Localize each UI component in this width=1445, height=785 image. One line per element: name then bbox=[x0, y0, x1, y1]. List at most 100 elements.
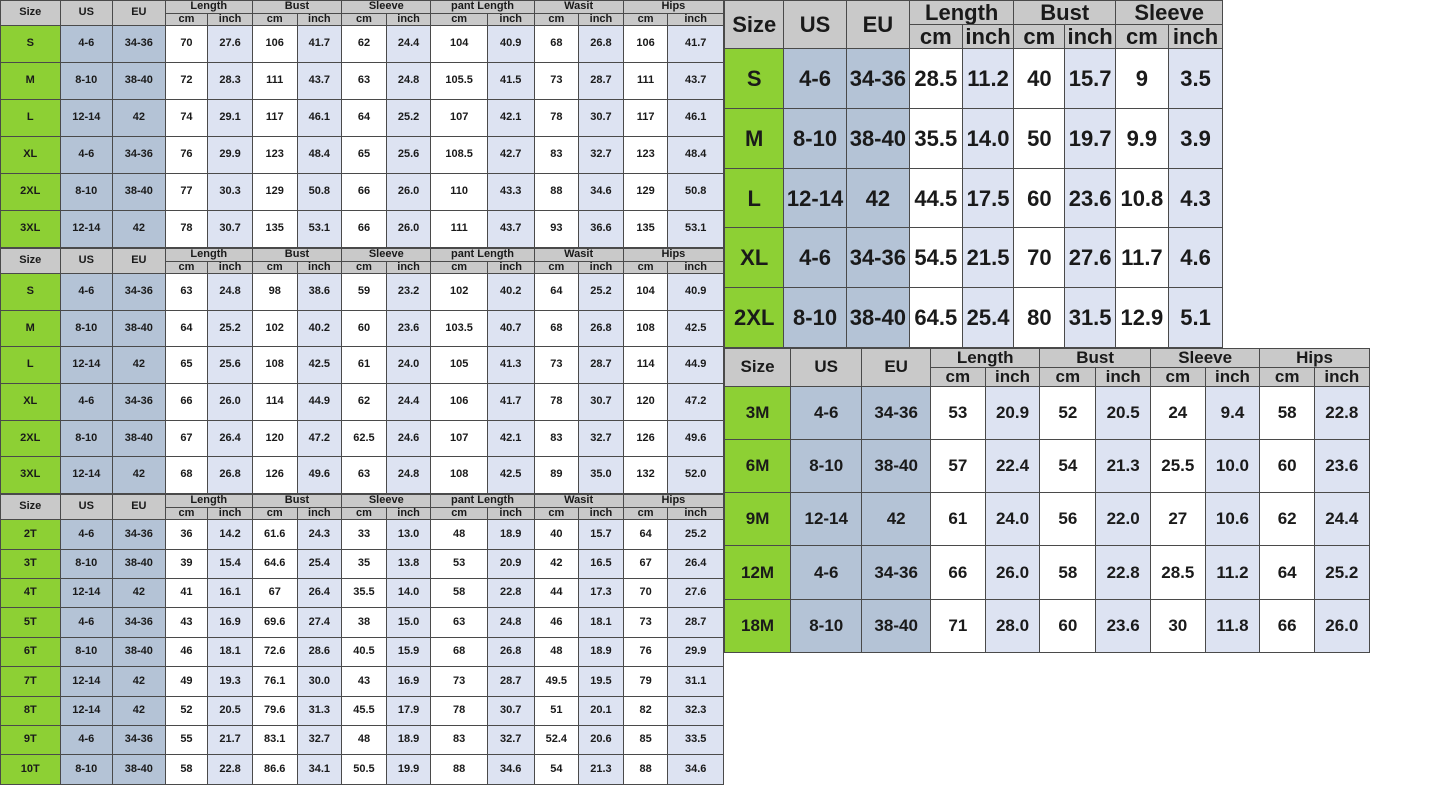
cell-bust-inch: 31.5 bbox=[1064, 287, 1117, 348]
cell-sleeve-cm: 50.5 bbox=[341, 754, 387, 785]
cell-length-inch: 20.5 bbox=[207, 695, 253, 727]
cell-sleeve-inch: 25.6 bbox=[385, 136, 432, 175]
cell-bust-inch: 44.9 bbox=[296, 383, 343, 421]
cell-sleeve-cm: 63 bbox=[341, 62, 387, 101]
cell-sleeve-cm: 48 bbox=[341, 725, 387, 756]
cell-length-inch: 21.5 bbox=[961, 227, 1015, 289]
cell-bust-inch: 23.6 bbox=[1064, 167, 1117, 229]
cell-wasit-inch: 16.5 bbox=[578, 548, 624, 579]
cell-pant-length-cm: 63 bbox=[430, 607, 488, 638]
cell-hips-inch: 22.8 bbox=[1313, 385, 1370, 440]
cell-wasit-inch: 35.0 bbox=[578, 456, 624, 494]
cell-wasit-inch: 30.7 bbox=[578, 99, 624, 138]
cell-bust-cm: 86.6 bbox=[251, 754, 298, 785]
cell-eu: 38-40 bbox=[861, 438, 931, 494]
cell-size: 8T bbox=[0, 695, 61, 727]
cell-size: 10T bbox=[0, 754, 61, 785]
table-row: 2XL 8-10 38-40 77 30.3 129 50.8 66 26.0 110 43.3 88… bbox=[0, 173, 724, 212]
cell-wasit-cm: 46 bbox=[533, 607, 580, 638]
cell-wasit-cm: 73 bbox=[533, 62, 580, 101]
cell-length-inch: 25.4 bbox=[961, 287, 1015, 348]
column-header-us: US bbox=[59, 247, 114, 275]
cell-sleeve-inch: 11.8 bbox=[1204, 598, 1261, 654]
cell-us: 4-6 bbox=[783, 227, 847, 289]
cell-us: 4-6 bbox=[59, 25, 114, 64]
cell-hips-inch: 47.2 bbox=[667, 383, 724, 421]
unit-header-inch: inch bbox=[1095, 366, 1151, 387]
cell-sleeve-cm: 61 bbox=[341, 346, 387, 385]
unit-header-cm: cm bbox=[622, 506, 669, 521]
cell-bust-inch: 21.3 bbox=[1095, 438, 1151, 494]
unit-header-inch: inch bbox=[207, 260, 253, 275]
cell-length-inch: 26.4 bbox=[207, 419, 253, 458]
cell-eu: 38-40 bbox=[861, 598, 931, 654]
unit-header-inch: inch bbox=[486, 506, 535, 521]
cell-pant-length-inch: 43.7 bbox=[486, 210, 535, 248]
cell-wasit-inch: 30.7 bbox=[578, 383, 624, 421]
column-group-length: Length bbox=[908, 0, 1015, 26]
cell-bust-cm: 79.6 bbox=[251, 695, 298, 727]
column-group-pant-length: pant Length bbox=[430, 248, 535, 262]
size-table: Size US EU Length Bust Sleeve pant Length Wasit… bbox=[0, 247, 725, 494]
cell-us: 12-14 bbox=[59, 695, 114, 727]
cell-length-cm: 52 bbox=[164, 695, 209, 727]
cell-us: 12-14 bbox=[59, 666, 114, 697]
cell-sleeve-cm: 63 bbox=[341, 456, 387, 494]
table-header-row-units: cm inch cm inch cm inch cm inch cm inch cm inch bbox=[1, 260, 724, 275]
cell-size: 3M bbox=[723, 385, 792, 440]
cell-pant-length-inch: 41.7 bbox=[486, 383, 535, 421]
cell-eu: 38-40 bbox=[845, 107, 910, 169]
cell-sleeve-cm: 62.5 bbox=[341, 419, 387, 458]
cell-pant-length-cm: 106 bbox=[430, 383, 488, 421]
cell-us: 8-10 bbox=[790, 598, 863, 654]
cell-hips-inch: 42.5 bbox=[667, 309, 724, 348]
cell-length-inch: 19.3 bbox=[207, 666, 253, 697]
cell-hips-cm: 88 bbox=[622, 754, 669, 785]
cell-bust-inch: 41.7 bbox=[296, 25, 343, 64]
cell-hips-inch: 49.6 bbox=[667, 419, 724, 458]
table-row: 9M 12-14 42 61 24.0 56 22.0 27 10.6 62 24.4 bbox=[723, 492, 1441, 547]
cell-eu: 42 bbox=[112, 666, 166, 697]
cell-sleeve-inch: 26.0 bbox=[385, 173, 432, 212]
unit-header-inch: inch bbox=[961, 24, 1015, 50]
cell-pant-length-inch: 43.3 bbox=[486, 173, 535, 212]
cell-wasit-inch: 26.8 bbox=[578, 309, 624, 348]
cell-bust-cm: 135 bbox=[251, 210, 298, 248]
cell-eu: 38-40 bbox=[112, 636, 166, 668]
cell-bust-cm: 98 bbox=[251, 273, 298, 311]
cell-sleeve-cm: 9 bbox=[1115, 48, 1169, 109]
cell-bust-inch: 40.2 bbox=[296, 309, 343, 348]
cell-hips-inch: 32.3 bbox=[667, 695, 724, 727]
cell-eu: 34-36 bbox=[112, 607, 166, 638]
table-row: S 4-6 34-36 28.5 11.2 40 15.7 9 3.5 bbox=[723, 48, 1441, 109]
cell-bust-inch: 34.1 bbox=[296, 754, 343, 785]
cell-pant-length-cm: 108 bbox=[430, 456, 488, 494]
cell-length-cm: 64 bbox=[164, 309, 209, 348]
cell-length-inch: 27.6 bbox=[207, 25, 253, 64]
column-group-length: Length bbox=[164, 0, 253, 14]
cell-hips-inch: 24.4 bbox=[1313, 492, 1370, 547]
cell-bust-inch: 27.4 bbox=[296, 607, 343, 638]
cell-bust-inch: 20.5 bbox=[1095, 385, 1151, 440]
unit-header-inch: inch bbox=[296, 260, 343, 275]
cell-size: XL bbox=[0, 383, 61, 421]
unit-header-cm: cm bbox=[164, 506, 209, 521]
cell-size: 4T bbox=[0, 577, 61, 609]
cell-bust-inch: 32.7 bbox=[296, 725, 343, 756]
cell-hips-inch: 34.6 bbox=[667, 754, 724, 785]
cell-length-inch: 11.2 bbox=[961, 48, 1015, 109]
cell-sleeve-inch: 3.5 bbox=[1167, 48, 1224, 109]
column-header-us: US bbox=[783, 0, 847, 50]
column-group-wasit: Wasit bbox=[533, 248, 624, 262]
unit-header-cm: cm bbox=[1115, 24, 1169, 50]
cell-bust-cm: 126 bbox=[251, 456, 298, 494]
cell-hips-inch: 40.9 bbox=[667, 273, 724, 311]
unit-header-cm: cm bbox=[1013, 24, 1066, 50]
cell-length-cm: 54.5 bbox=[908, 227, 963, 289]
cell-hips-inch: 31.1 bbox=[667, 666, 724, 697]
cell-sleeve-inch: 15.9 bbox=[385, 636, 432, 668]
table-header-row-groups: Size US EU Length Bust Sleeve pant Length Wasit… bbox=[0, 0, 725, 27]
unit-header-cm: cm bbox=[251, 260, 298, 275]
column-group-bust: Bust bbox=[1013, 0, 1117, 26]
cell-hips-cm: 85 bbox=[622, 725, 669, 756]
